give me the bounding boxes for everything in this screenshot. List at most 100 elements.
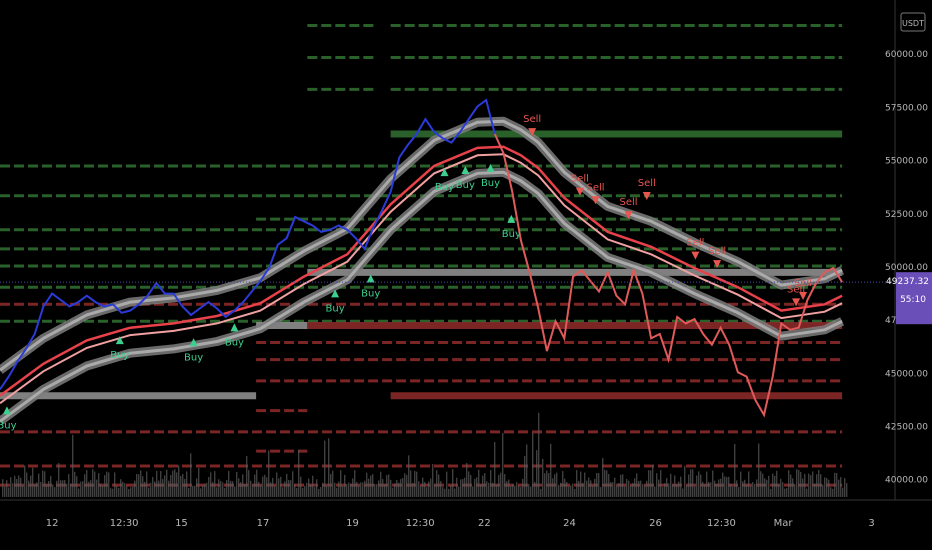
volume-bar (716, 484, 718, 497)
volume-bar (542, 458, 544, 497)
volume-bar (634, 478, 636, 497)
time-tick-9: 12:30 (707, 518, 736, 529)
buy-label-5: Buy (361, 288, 380, 299)
volume-bar (462, 479, 464, 497)
volume-bar (498, 474, 500, 497)
currency-label[interactable]: USDT (900, 12, 926, 32)
volume-bar (808, 473, 810, 497)
volume-bar (430, 478, 432, 497)
price-tick-7: 42500.00 (885, 423, 928, 433)
sell-marker-12 (591, 196, 600, 205)
volume-bar (586, 480, 588, 497)
volume-bar (840, 477, 842, 497)
sell-label-16: Sell (708, 246, 726, 257)
volume-bar (274, 486, 276, 497)
price-tick-6: 45000.00 (885, 369, 928, 379)
volume-bar (164, 475, 166, 497)
volume-bar (350, 483, 352, 497)
volume-bar (290, 480, 292, 497)
volume-bar (74, 471, 76, 497)
volume-bar (182, 473, 184, 497)
volume-bar (282, 487, 284, 497)
volume-bar (596, 472, 598, 497)
volume-bar (420, 485, 422, 497)
volume-bar (40, 481, 42, 497)
volume-bar (394, 483, 396, 497)
volume-bar (4, 486, 6, 497)
volume-bar (372, 474, 374, 497)
volume-bar (830, 487, 832, 497)
sell-marker-14 (642, 192, 651, 200)
buy-label-9: Buy (502, 229, 521, 240)
time-tick-8: 26 (649, 518, 662, 529)
volume-bar (500, 472, 502, 497)
volume-bar (308, 478, 310, 497)
volume-bar (754, 483, 756, 497)
volume-bar (658, 479, 660, 497)
volume-bar (28, 480, 30, 497)
volume-bar (826, 478, 828, 497)
volume-bar (516, 482, 518, 497)
volume-bar (618, 483, 620, 497)
volume-bar (260, 485, 262, 497)
volume-bar (470, 474, 472, 497)
volume-bar (412, 482, 414, 497)
volume-bar (574, 488, 576, 497)
volume-bar (710, 482, 712, 497)
time-tick-6: 22 (478, 518, 491, 529)
volume-bar (590, 480, 592, 497)
volume-bar (220, 480, 222, 497)
volume-bar (514, 485, 516, 497)
volume-bar (148, 487, 150, 497)
volume-bar (544, 473, 546, 497)
volume-bar (800, 472, 802, 497)
volume-bar (278, 478, 280, 497)
time-tick-0: 12 (46, 518, 59, 529)
volume-bar (358, 486, 360, 497)
volume-bar (262, 476, 264, 497)
volume-bar (68, 474, 70, 497)
time-tick-4: 19 (346, 518, 359, 529)
volume-bar (118, 487, 120, 497)
volume-bar (214, 471, 216, 497)
volume-histogram (2, 412, 848, 497)
volume-bar (444, 488, 446, 497)
volume-bar (190, 453, 192, 497)
volume-bar (814, 483, 816, 497)
volume-bar (736, 480, 738, 497)
sell-label-13: Sell (620, 197, 638, 208)
volume-bar (272, 477, 274, 497)
volume-bar (690, 469, 692, 497)
volume-bar (790, 474, 792, 497)
volume-bar (492, 482, 494, 497)
volume-bar (378, 480, 380, 497)
volume-bar (646, 480, 648, 497)
volume-bar (362, 482, 364, 497)
volume-bar (124, 483, 126, 497)
volume-bar (622, 474, 624, 497)
volume-bar (582, 482, 584, 497)
volume-bar (332, 470, 334, 497)
volume-bar (456, 477, 458, 497)
volume-bar (568, 486, 570, 497)
buy-label-1: Buy (110, 350, 129, 361)
volume-bar (546, 470, 548, 497)
volume-bar (706, 471, 708, 497)
volume-bar (78, 488, 80, 497)
buy-marker-7 (461, 165, 470, 174)
volume-bar (38, 473, 40, 497)
volume-bar (788, 470, 790, 497)
price-axis[interactable]: USDT 60000.00 57500.00 55000.00 52500.00 500… (885, 0, 932, 500)
volume-bar (230, 480, 232, 497)
volume-bar (648, 470, 650, 497)
volume-bar (610, 482, 612, 497)
sell-marker-15 (691, 251, 700, 260)
volume-bar (296, 487, 298, 497)
volume-bar (626, 478, 628, 497)
volume-bar (512, 484, 514, 497)
volume-bar (238, 478, 240, 497)
buy-label-8: Buy (481, 178, 500, 189)
time-axis[interactable]: 12 12:30 15 17 19 12:30 22 24 26 12:30 Mar 3 (0, 499, 932, 529)
time-tick-7: 24 (563, 518, 576, 529)
